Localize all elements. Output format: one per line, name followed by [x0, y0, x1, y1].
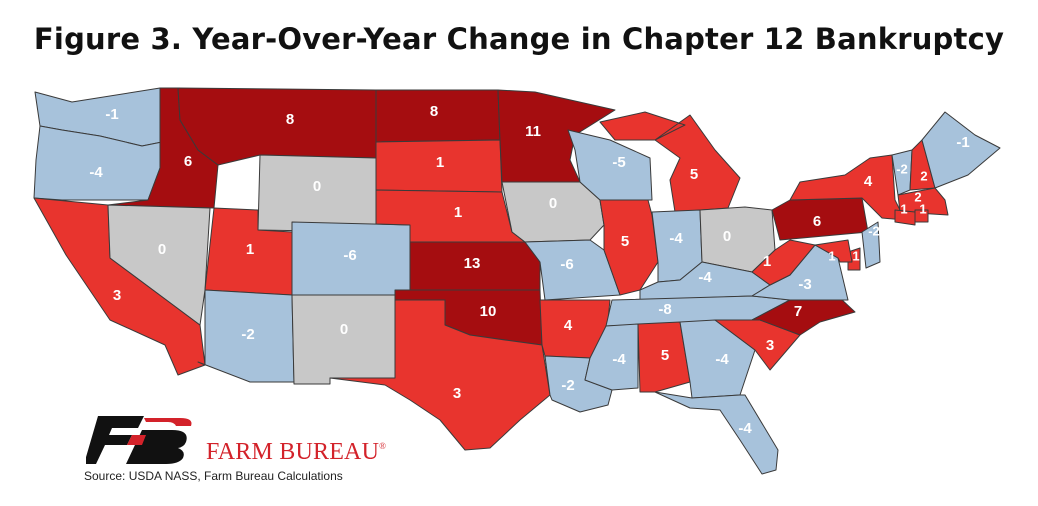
state-value-wy: 0	[313, 178, 321, 195]
state-ma	[897, 187, 949, 216]
state-nm	[291, 294, 396, 385]
state-value-la: -2	[561, 377, 574, 394]
state-value-ut: 1	[246, 241, 254, 258]
state-ct	[894, 209, 916, 226]
state-value-ks: 13	[464, 255, 481, 272]
state-value-ri: 1	[919, 201, 926, 216]
state-value-or: -4	[89, 164, 103, 181]
states-layer	[33, 87, 1001, 475]
state-value-ia: 0	[549, 195, 557, 212]
brand-registered-mark: ®	[379, 441, 387, 451]
state-nv	[107, 204, 211, 326]
state-value-va: -3	[798, 276, 811, 293]
state-ia	[501, 181, 605, 243]
state-value-oh: 0	[723, 228, 731, 245]
state-ks	[409, 241, 541, 291]
state-md	[814, 239, 853, 263]
state-value-mo: -6	[560, 256, 573, 273]
brand-text: FARM BUREAU	[206, 439, 380, 465]
state-value-de: 1	[828, 248, 835, 263]
state-nj	[861, 221, 881, 269]
state-value-nv: 0	[158, 241, 166, 258]
state-value-mt: 8	[286, 111, 294, 128]
state-value-mi: 5	[690, 166, 698, 183]
state-value-al: 5	[661, 347, 669, 364]
state-value-ky: -4	[698, 269, 712, 286]
state-value-me: -1	[956, 134, 969, 151]
state-value-ok: 10	[480, 303, 497, 320]
state-value-tx: 3	[453, 385, 461, 402]
state-value-pa: 6	[813, 213, 821, 230]
state-tx	[329, 299, 551, 451]
state-value-wv: 1	[763, 253, 771, 270]
state-value-in: -4	[669, 230, 683, 247]
state-de	[847, 247, 861, 271]
farm-bureau-fb-logo-icon	[86, 416, 192, 464]
state-value-mn: 11	[525, 123, 541, 140]
state-value-sc: 3	[766, 337, 774, 354]
state-value-ar: 4	[564, 317, 573, 334]
farm-bureau-wordmark: FARM BUREAU®	[206, 439, 386, 466]
state-value-az: -2	[241, 326, 254, 343]
state-value-nh: 2	[920, 168, 927, 183]
state-ri	[914, 209, 929, 223]
state-value-ms: -4	[612, 351, 626, 368]
state-value-sd: 1	[436, 154, 444, 171]
state-value-tn: -8	[658, 301, 671, 318]
figure-title: Figure 3. Year-Over-Year Change in Chapt…	[33, 22, 1005, 56]
state-value-vt: -2	[896, 161, 908, 176]
state-value-il: 5	[621, 233, 629, 250]
state-value-co: -6	[343, 247, 356, 264]
state-value-md: 1	[852, 248, 859, 263]
state-al	[637, 321, 691, 393]
state-value-ny: 4	[864, 173, 873, 190]
state-value-ma: 2	[914, 189, 921, 204]
state-value-nc: 7	[794, 303, 802, 320]
state-value-nd: 8	[430, 103, 438, 120]
state-mt	[177, 87, 377, 166]
state-value-wi: -5	[612, 154, 625, 171]
state-pa	[771, 197, 869, 241]
state-value-ne: 1	[454, 204, 462, 221]
state-value-ga: -4	[715, 351, 729, 368]
state-value-ct: 1	[900, 201, 907, 216]
state-value-nm: 0	[340, 321, 348, 338]
state-value-fl: -4	[738, 420, 752, 437]
state-mn	[497, 89, 616, 183]
state-ny	[789, 154, 906, 221]
state-value-id: 6	[184, 153, 192, 170]
source-note: Source: USDA NASS, Farm Bureau Calculati…	[84, 469, 343, 483]
state-fl	[654, 391, 779, 475]
state-value-wa: -1	[105, 106, 118, 123]
state-value-nj: -2	[868, 223, 880, 238]
state-value-ca: 3	[113, 287, 121, 304]
